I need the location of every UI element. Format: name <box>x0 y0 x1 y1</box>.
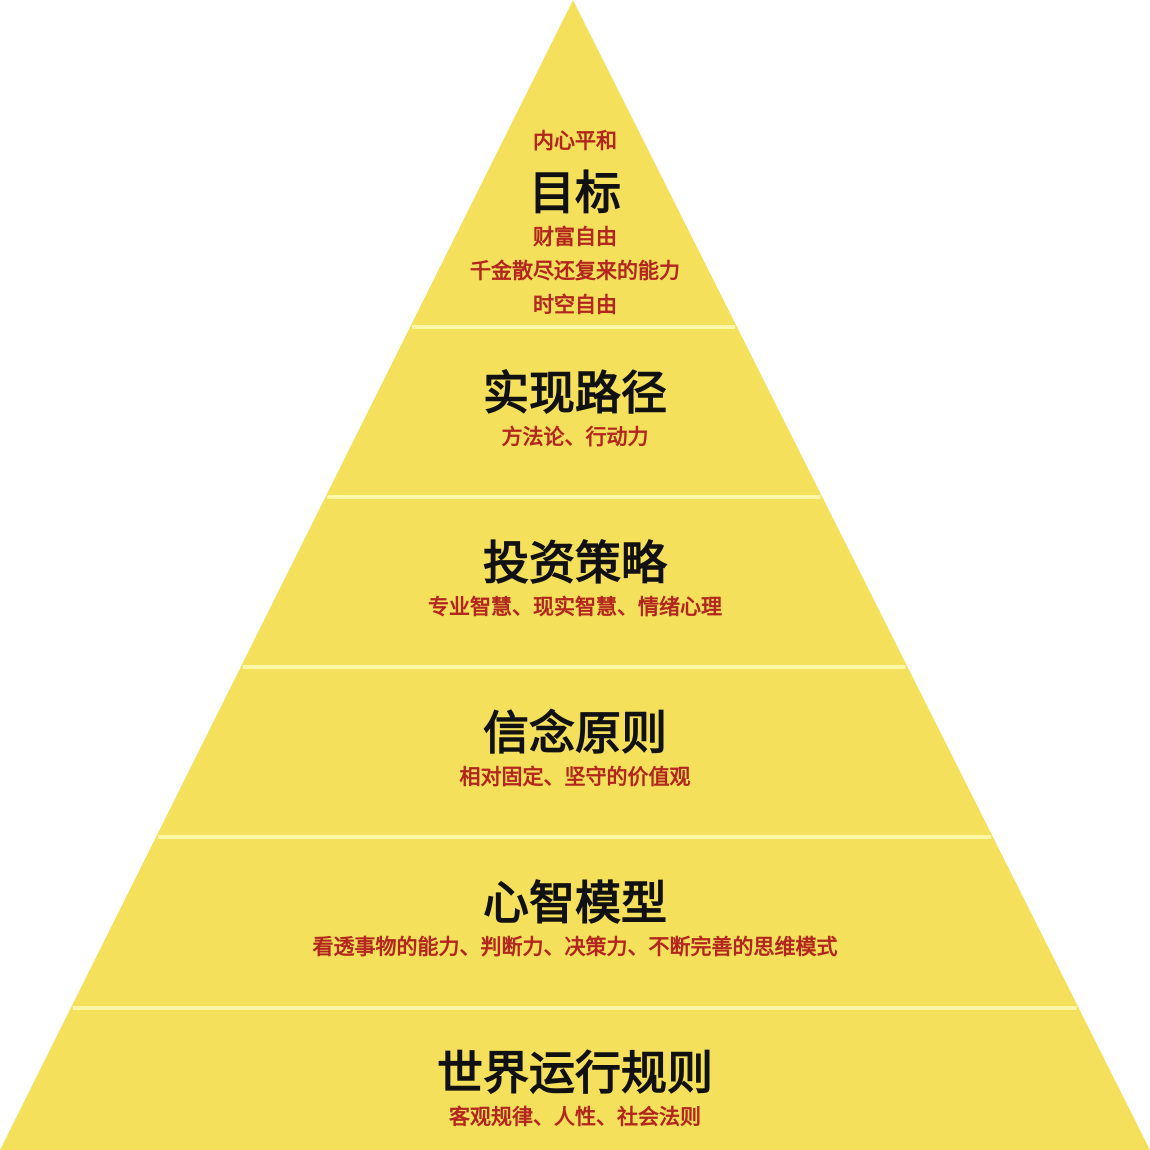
level-mental-model: 心智模型 看透事物的能力、判断力、决策力、不断完善的思维模式 <box>0 876 1150 964</box>
level-strategy: 投资策略 专业智慧、现实智慧、情绪心理 <box>0 536 1150 624</box>
level-principles: 信念原则 相对固定、坚守的价值观 <box>0 706 1150 794</box>
level-title: 实现路径 <box>483 366 667 420</box>
level-subtitle: 方法论、行动力 <box>501 425 649 449</box>
level-subtitle: 相对固定、坚守的价值观 <box>459 765 691 789</box>
top-caption: 内心平和 <box>0 124 1150 158</box>
level-subtitle: 财富自由 <box>533 225 617 249</box>
level-subtitle: 专业智慧、现实智慧、情绪心理 <box>428 595 722 619</box>
level-title: 投资策略 <box>483 536 667 590</box>
level-subtitle: 客观规律、人性、社会法则 <box>449 1105 701 1129</box>
layer-dividers <box>72 325 1077 1010</box>
top-caption-text: 内心平和 <box>533 129 617 153</box>
level-title: 心智模型 <box>483 876 667 930</box>
level-world-rules: 世界运行规则 客观规律、人性、社会法则 <box>0 1046 1150 1134</box>
level-subtitle: 时空自由 <box>533 293 617 317</box>
level-title: 信念原则 <box>483 706 667 760</box>
level-title: 世界运行规则 <box>437 1046 713 1100</box>
level-subtitle: 千金散尽还复来的能力 <box>470 259 680 283</box>
level-subtitle: 看透事物的能力、判断力、决策力、不断完善的思维模式 <box>312 935 838 959</box>
level-goal: 目标 财富自由 千金散尽还复来的能力 时空自由 <box>0 166 1150 322</box>
level-path: 实现路径 方法论、行动力 <box>0 366 1150 454</box>
level-title: 目标 <box>529 166 621 220</box>
